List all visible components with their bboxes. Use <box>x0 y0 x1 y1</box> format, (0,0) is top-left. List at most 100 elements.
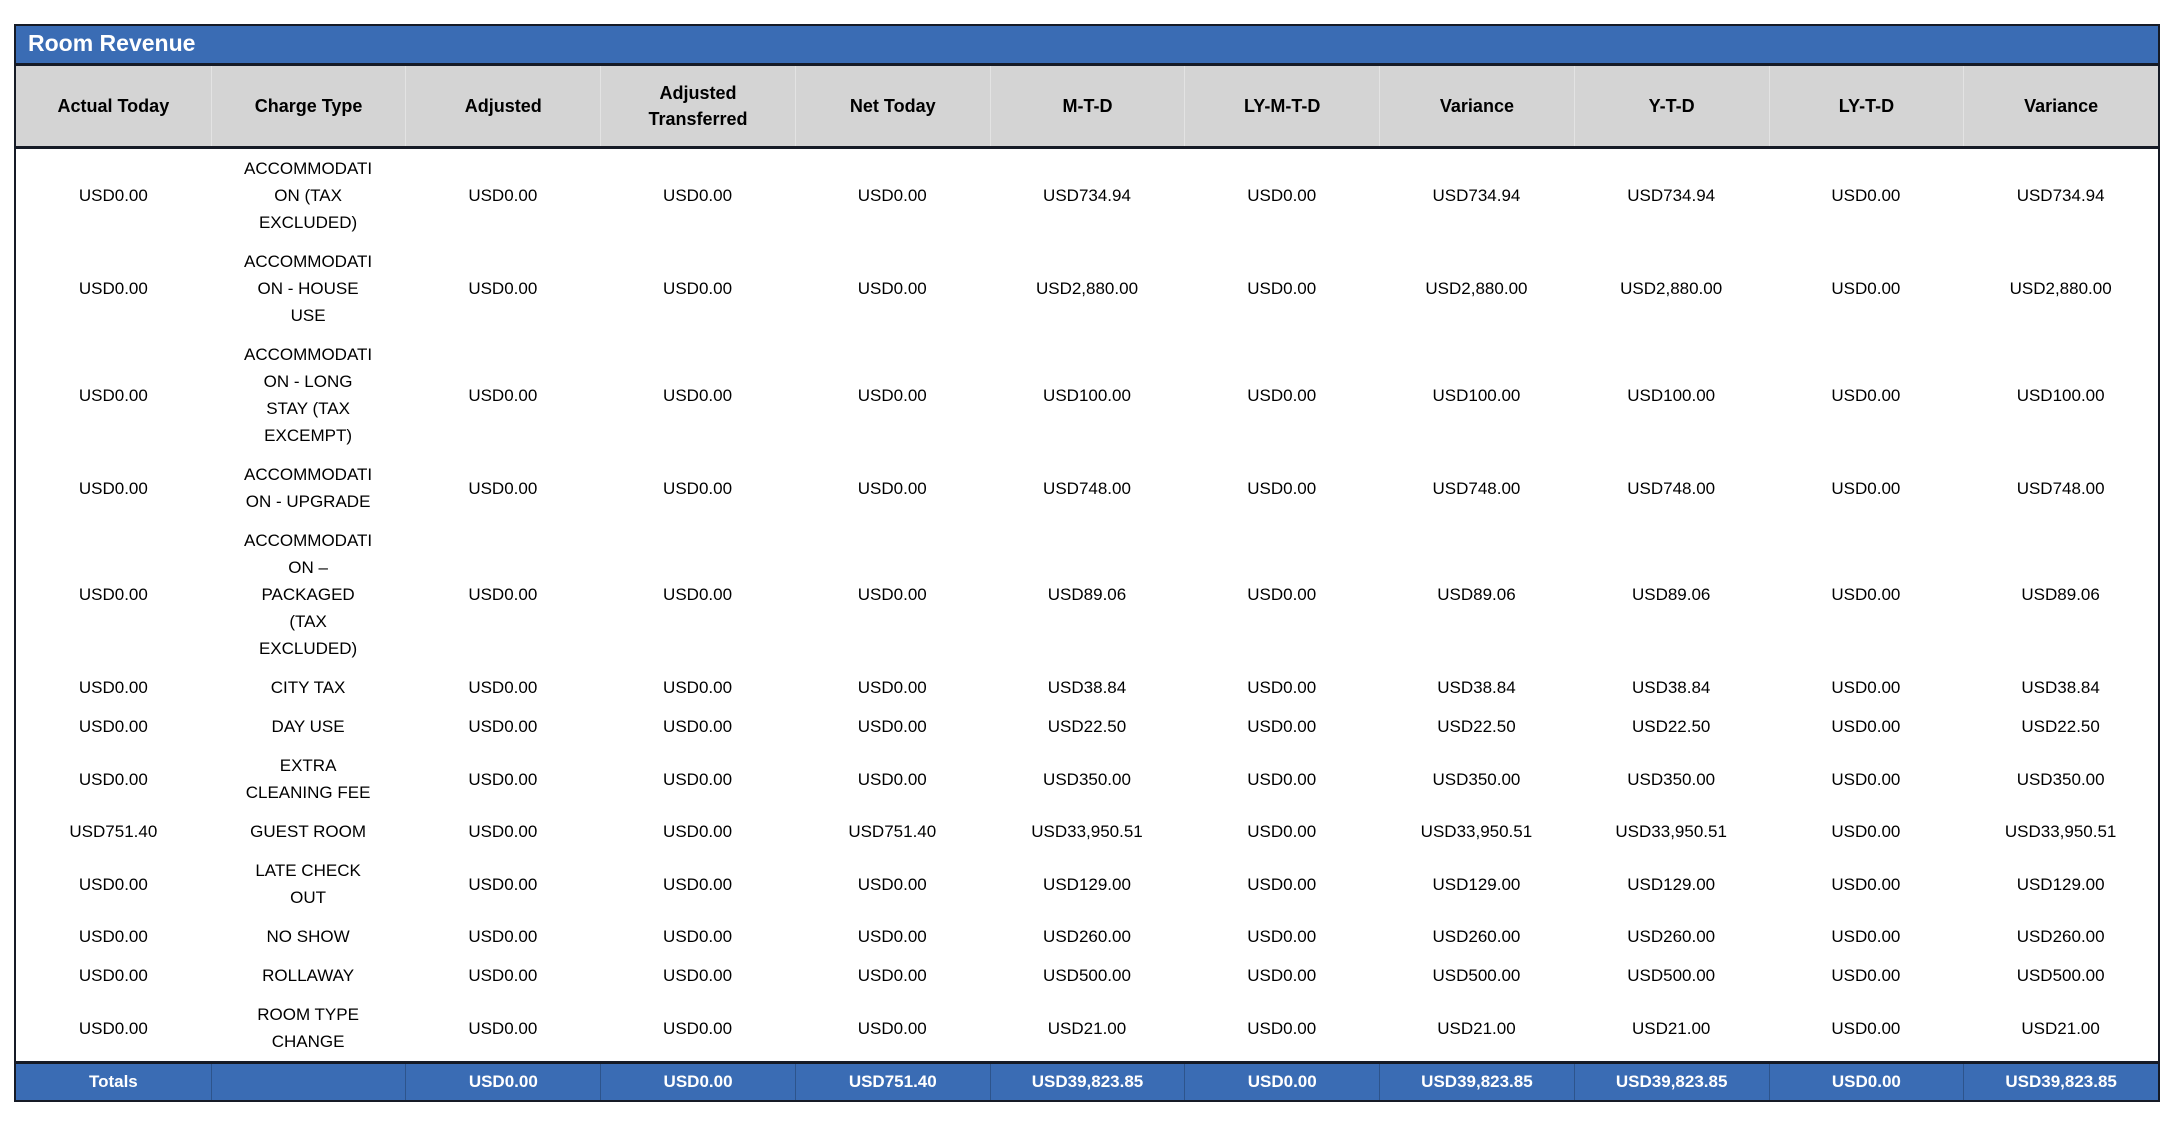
table-row: USD0.00 NO SHOW USD0.00 USD0.00 USD0.00 USD26… <box>16 917 2158 956</box>
totals-amount-cell: USD39,823.85 <box>1963 1064 2158 1100</box>
amount-cell: USD89.06 <box>1437 585 1516 604</box>
amount-cell: USD21.00 <box>2021 1018 2100 1038</box>
amount-cell: USD260.00 <box>1043 927 1131 946</box>
amount-cell: USD0.00 <box>78 927 148 946</box>
charge-type-cell: CITY TAX <box>270 678 346 697</box>
amount-cell: USD33,950.51 <box>1031 822 1143 841</box>
amount-cell: USD0.00 <box>857 927 927 946</box>
charge-type-cell: EXTRA CLEANING FEE <box>245 756 371 802</box>
amount-cell: USD0.00 <box>663 822 733 841</box>
amount-cell: USD0.00 <box>1831 769 1901 789</box>
amount-cell: USD0.00 <box>1247 585 1317 604</box>
amount-cell: USD0.00 <box>468 279 538 298</box>
totals-amount-cell: USD39,823.85 <box>1573 1064 1769 1100</box>
amount-cell: USD0.00 <box>468 186 538 205</box>
amount-cell: USD500.00 <box>1627 966 1716 985</box>
amount-cell: USD38.84 <box>1631 678 1711 697</box>
amount-cell: USD748.00 <box>1432 478 1521 498</box>
totals-amount-cell: USD39,823.85 <box>989 1064 1185 1100</box>
column-header: LY-M-T-D <box>1184 66 1379 146</box>
amount-cell: USD734.94 <box>2016 186 2105 205</box>
amount-cell: USD0.00 <box>663 966 733 985</box>
column-header: Y-T-D <box>1573 66 1769 146</box>
room-revenue-report: Room Revenue Actual Today Charge Type Adju… <box>14 24 2160 1102</box>
amount-cell: USD0.00 <box>78 717 148 736</box>
amount-cell: USD260.00 <box>2016 927 2105 946</box>
charge-type-cell: GUEST ROOM <box>250 822 367 841</box>
table-row: USD0.00 ACCOMMODATION (TAX EXCLUDED) USD0.… <box>16 149 2158 242</box>
amount-cell: USD0.00 <box>78 279 148 298</box>
amount-cell: USD0.00 <box>663 678 733 697</box>
amount-cell: USD500.00 <box>1043 966 1131 985</box>
amount-cell: USD89.06 <box>1047 585 1127 604</box>
amount-cell: USD0.00 <box>78 186 148 205</box>
column-header: Variance <box>1963 66 2158 146</box>
amount-cell: USD0.00 <box>78 769 148 789</box>
amount-cell: USD0.00 <box>468 385 538 405</box>
amount-cell: USD0.00 <box>857 717 927 736</box>
amount-cell: USD0.00 <box>1247 874 1317 894</box>
column-header: Adjusted Transferred <box>600 66 795 146</box>
amount-cell: USD751.40 <box>69 822 158 841</box>
amount-cell: USD0.00 <box>1247 678 1317 697</box>
charge-type-cell: ROLLAWAY <box>262 966 355 985</box>
amount-cell: USD0.00 <box>468 585 538 604</box>
amount-cell: USD500.00 <box>2016 966 2105 985</box>
amount-cell: USD2,880.00 <box>1425 279 1528 298</box>
amount-cell: USD0.00 <box>663 769 733 789</box>
amount-cell: USD89.06 <box>2021 585 2100 604</box>
amount-cell: USD0.00 <box>468 822 538 841</box>
amount-cell: USD0.00 <box>857 478 927 498</box>
amount-cell: USD21.00 <box>1631 1018 1711 1038</box>
amount-cell: USD129.00 <box>1627 874 1716 894</box>
amount-cell: USD0.00 <box>468 717 538 736</box>
amount-cell: USD129.00 <box>2016 874 2105 894</box>
amount-cell: USD100.00 <box>1432 385 1521 405</box>
amount-cell: USD0.00 <box>1247 478 1317 498</box>
amount-cell: USD0.00 <box>1831 822 1901 841</box>
amount-cell: USD0.00 <box>468 966 538 985</box>
amount-cell: USD350.00 <box>2016 769 2105 789</box>
table-row: USD0.00 ACCOMMODATION – PACKAGED (TAX EXC… <box>16 521 2158 668</box>
column-header: LY-T-D <box>1768 66 1964 146</box>
charge-type-cell: ACCOMMODATION (TAX EXCLUDED) <box>244 159 373 232</box>
amount-cell: USD100.00 <box>1043 385 1131 405</box>
amount-cell: USD129.00 <box>1043 874 1131 894</box>
amount-cell: USD350.00 <box>1043 769 1131 789</box>
table-row: USD0.00 DAY USE USD0.00 USD0.00 USD0.00 USD22… <box>16 707 2158 746</box>
amount-cell: USD89.06 <box>1631 585 1711 604</box>
amount-cell: USD0.00 <box>663 1018 733 1038</box>
amount-cell: USD751.40 <box>848 822 937 841</box>
table-row: USD0.00 EXTRA CLEANING FEE USD0.00 USD0.00 U… <box>16 746 2158 812</box>
amount-cell: USD33,950.51 <box>1615 822 1727 841</box>
amount-cell: USD0.00 <box>78 478 148 498</box>
charge-type-cell: ACCOMMODATION - HOUSE USE <box>244 252 373 325</box>
amount-cell: USD734.94 <box>1432 186 1521 205</box>
amount-cell: USD0.00 <box>663 874 733 894</box>
amount-cell: USD0.00 <box>468 927 538 946</box>
amount-cell: USD0.00 <box>663 927 733 946</box>
amount-cell: USD748.00 <box>2016 478 2105 498</box>
totals-amount-cell: USD0.00 <box>600 1064 795 1100</box>
charge-type-cell: NO SHOW <box>266 927 350 946</box>
amount-cell: USD38.84 <box>1047 678 1127 697</box>
amount-cell: USD100.00 <box>2016 385 2105 405</box>
column-header: Actual Today <box>57 96 170 116</box>
column-header: Charge Type <box>210 66 406 146</box>
report-title: Room Revenue <box>28 30 196 56</box>
amount-cell: USD0.00 <box>663 717 733 736</box>
amount-cell: USD0.00 <box>663 385 733 405</box>
amount-cell: USD0.00 <box>468 478 538 498</box>
amount-cell: USD0.00 <box>1831 717 1901 736</box>
charge-type-cell: ACCOMMODATION – PACKAGED (TAX EXCLUDED) <box>244 531 373 658</box>
amount-cell: USD0.00 <box>468 1018 538 1038</box>
table-header-row: Actual Today Charge Type Adjusted Adjusted … <box>16 66 2158 149</box>
amount-cell: USD0.00 <box>78 678 148 697</box>
amount-cell: USD350.00 <box>1627 769 1716 789</box>
amount-cell: USD0.00 <box>1831 279 1901 298</box>
amount-cell: USD0.00 <box>857 874 927 894</box>
amount-cell: USD0.00 <box>857 186 927 205</box>
amount-cell: USD0.00 <box>1247 966 1317 985</box>
amount-cell: USD734.94 <box>1627 186 1716 205</box>
totals-amount-cell: USD39,823.85 <box>1379 1064 1574 1100</box>
